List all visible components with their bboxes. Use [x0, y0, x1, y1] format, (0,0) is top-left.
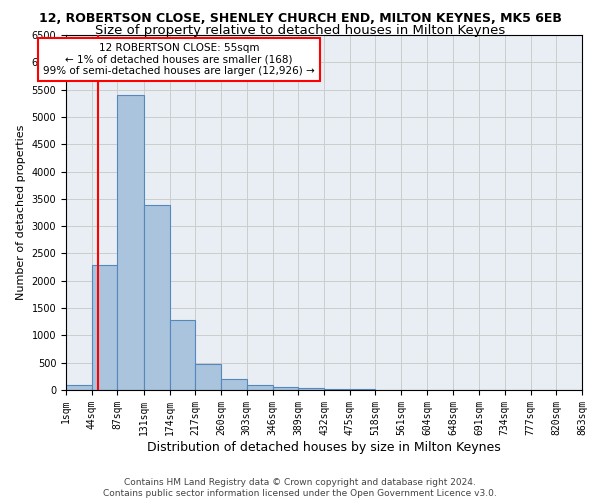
- Bar: [324, 389, 350, 390]
- Bar: [66, 384, 92, 390]
- Text: 12, ROBERTSON CLOSE, SHENLEY CHURCH END, MILTON KEYNES, MK5 6EB: 12, ROBERTSON CLOSE, SHENLEY CHURCH END,…: [38, 12, 562, 26]
- Text: 12 ROBERTSON CLOSE: 55sqm
← 1% of detached houses are smaller (168)
99% of semi-: 12 ROBERTSON CLOSE: 55sqm ← 1% of detach…: [43, 43, 315, 76]
- Text: Contains HM Land Registry data © Crown copyright and database right 2024.
Contai: Contains HM Land Registry data © Crown c…: [103, 478, 497, 498]
- Bar: [195, 364, 221, 390]
- X-axis label: Distribution of detached houses by size in Milton Keynes: Distribution of detached houses by size …: [147, 440, 501, 454]
- Bar: [298, 388, 324, 390]
- Bar: [221, 380, 247, 390]
- Bar: [118, 95, 144, 390]
- Bar: [247, 384, 272, 390]
- Bar: [144, 206, 170, 390]
- Bar: [272, 386, 298, 390]
- Bar: [92, 266, 118, 390]
- Bar: [170, 320, 195, 390]
- Text: Size of property relative to detached houses in Milton Keynes: Size of property relative to detached ho…: [95, 24, 505, 37]
- Y-axis label: Number of detached properties: Number of detached properties: [16, 125, 26, 300]
